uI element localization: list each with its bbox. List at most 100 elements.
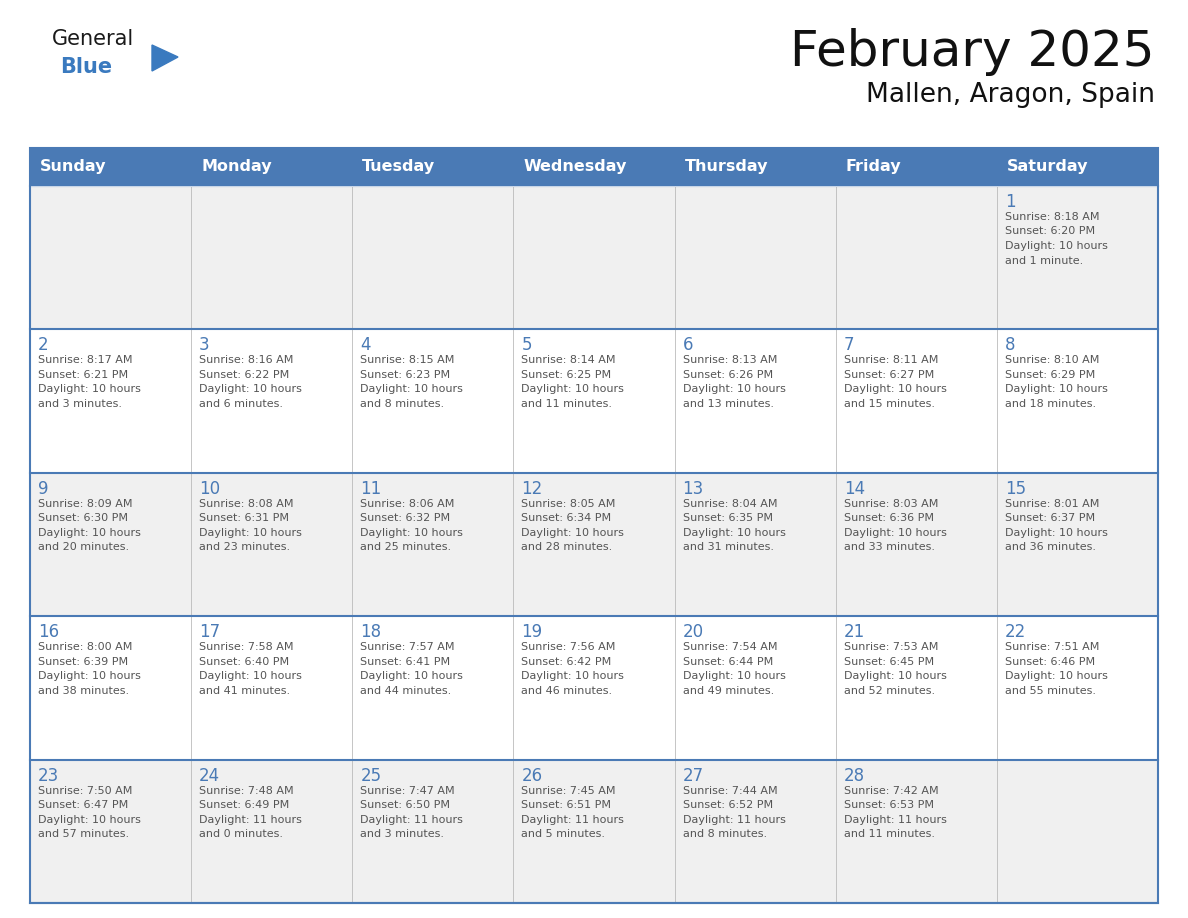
Bar xyxy=(30,148,1158,903)
Text: Sunset: 6:52 PM: Sunset: 6:52 PM xyxy=(683,800,772,810)
Text: 22: 22 xyxy=(1005,623,1026,641)
Text: Sunset: 6:51 PM: Sunset: 6:51 PM xyxy=(522,800,612,810)
Text: and 13 minutes.: and 13 minutes. xyxy=(683,399,773,409)
Text: Daylight: 10 hours: Daylight: 10 hours xyxy=(843,528,947,538)
Text: Sunset: 6:35 PM: Sunset: 6:35 PM xyxy=(683,513,772,523)
Text: 19: 19 xyxy=(522,623,543,641)
Text: Daylight: 10 hours: Daylight: 10 hours xyxy=(38,528,141,538)
Text: and 18 minutes.: and 18 minutes. xyxy=(1005,399,1097,409)
Text: Sunset: 6:21 PM: Sunset: 6:21 PM xyxy=(38,370,128,380)
Text: Sunrise: 7:48 AM: Sunrise: 7:48 AM xyxy=(200,786,293,796)
Text: Sunset: 6:44 PM: Sunset: 6:44 PM xyxy=(683,656,773,666)
Text: Sunset: 6:39 PM: Sunset: 6:39 PM xyxy=(38,656,128,666)
Text: and 8 minutes.: and 8 minutes. xyxy=(683,829,766,839)
Text: Sunrise: 8:01 AM: Sunrise: 8:01 AM xyxy=(1005,498,1099,509)
Text: Sunrise: 7:50 AM: Sunrise: 7:50 AM xyxy=(38,786,132,796)
Text: Sunrise: 8:13 AM: Sunrise: 8:13 AM xyxy=(683,355,777,365)
Text: 8: 8 xyxy=(1005,336,1016,354)
Text: Daylight: 10 hours: Daylight: 10 hours xyxy=(522,528,625,538)
Text: and 20 minutes.: and 20 minutes. xyxy=(38,543,129,553)
Text: Daylight: 11 hours: Daylight: 11 hours xyxy=(683,814,785,824)
Text: Sunset: 6:31 PM: Sunset: 6:31 PM xyxy=(200,513,289,523)
Text: Daylight: 10 hours: Daylight: 10 hours xyxy=(683,385,785,395)
Bar xyxy=(30,148,191,186)
Text: 1: 1 xyxy=(1005,193,1016,211)
Text: Daylight: 11 hours: Daylight: 11 hours xyxy=(360,814,463,824)
Text: Sunset: 6:45 PM: Sunset: 6:45 PM xyxy=(843,656,934,666)
Text: and 23 minutes.: and 23 minutes. xyxy=(200,543,290,553)
Text: Daylight: 10 hours: Daylight: 10 hours xyxy=(1005,671,1107,681)
Text: Sunrise: 8:06 AM: Sunrise: 8:06 AM xyxy=(360,498,455,509)
Text: Daylight: 10 hours: Daylight: 10 hours xyxy=(522,671,625,681)
Text: Sunset: 6:50 PM: Sunset: 6:50 PM xyxy=(360,800,450,810)
Text: Sunset: 6:30 PM: Sunset: 6:30 PM xyxy=(38,513,128,523)
Text: Daylight: 11 hours: Daylight: 11 hours xyxy=(522,814,625,824)
Bar xyxy=(30,473,1158,616)
Text: Sunrise: 8:16 AM: Sunrise: 8:16 AM xyxy=(200,355,293,365)
Text: and 8 minutes.: and 8 minutes. xyxy=(360,399,444,409)
Text: 12: 12 xyxy=(522,480,543,498)
Text: Sunrise: 7:51 AM: Sunrise: 7:51 AM xyxy=(1005,643,1099,652)
Bar xyxy=(30,616,1158,759)
Text: Mallen, Aragon, Spain: Mallen, Aragon, Spain xyxy=(866,82,1155,108)
Text: 2: 2 xyxy=(38,336,49,354)
Text: Daylight: 10 hours: Daylight: 10 hours xyxy=(360,385,463,395)
Text: February 2025: February 2025 xyxy=(790,28,1155,76)
Bar xyxy=(997,148,1158,186)
Bar xyxy=(675,148,835,186)
Text: and 0 minutes.: and 0 minutes. xyxy=(200,829,283,839)
Text: and 36 minutes.: and 36 minutes. xyxy=(1005,543,1095,553)
Text: Sunset: 6:41 PM: Sunset: 6:41 PM xyxy=(360,656,450,666)
Text: Tuesday: Tuesday xyxy=(362,160,436,174)
Bar xyxy=(353,148,513,186)
Text: 28: 28 xyxy=(843,767,865,785)
Text: Sunrise: 7:58 AM: Sunrise: 7:58 AM xyxy=(200,643,293,652)
Text: Blue: Blue xyxy=(61,57,112,77)
Text: Daylight: 10 hours: Daylight: 10 hours xyxy=(200,528,302,538)
Bar xyxy=(30,759,1158,903)
Text: Daylight: 10 hours: Daylight: 10 hours xyxy=(38,671,141,681)
Text: and 33 minutes.: and 33 minutes. xyxy=(843,543,935,553)
Text: Daylight: 10 hours: Daylight: 10 hours xyxy=(200,385,302,395)
Text: 5: 5 xyxy=(522,336,532,354)
Text: Sunrise: 8:03 AM: Sunrise: 8:03 AM xyxy=(843,498,939,509)
Text: Sunrise: 7:42 AM: Sunrise: 7:42 AM xyxy=(843,786,939,796)
Text: Sunset: 6:27 PM: Sunset: 6:27 PM xyxy=(843,370,934,380)
Text: Sunset: 6:46 PM: Sunset: 6:46 PM xyxy=(1005,656,1095,666)
Text: Sunrise: 7:47 AM: Sunrise: 7:47 AM xyxy=(360,786,455,796)
Text: 24: 24 xyxy=(200,767,220,785)
Text: Daylight: 10 hours: Daylight: 10 hours xyxy=(200,671,302,681)
Text: Sunrise: 7:44 AM: Sunrise: 7:44 AM xyxy=(683,786,777,796)
Text: Daylight: 10 hours: Daylight: 10 hours xyxy=(360,528,463,538)
Text: Daylight: 10 hours: Daylight: 10 hours xyxy=(522,385,625,395)
Text: Daylight: 11 hours: Daylight: 11 hours xyxy=(200,814,302,824)
Text: Daylight: 10 hours: Daylight: 10 hours xyxy=(683,528,785,538)
Text: Sunset: 6:20 PM: Sunset: 6:20 PM xyxy=(1005,227,1095,237)
Text: 13: 13 xyxy=(683,480,703,498)
Bar xyxy=(191,148,353,186)
Text: Sunrise: 8:04 AM: Sunrise: 8:04 AM xyxy=(683,498,777,509)
Text: Sunset: 6:37 PM: Sunset: 6:37 PM xyxy=(1005,513,1095,523)
Text: and 3 minutes.: and 3 minutes. xyxy=(360,829,444,839)
Text: and 28 minutes.: and 28 minutes. xyxy=(522,543,613,553)
Text: Thursday: Thursday xyxy=(684,160,769,174)
Text: Sunset: 6:23 PM: Sunset: 6:23 PM xyxy=(360,370,450,380)
Text: Sunrise: 8:08 AM: Sunrise: 8:08 AM xyxy=(200,498,293,509)
Polygon shape xyxy=(152,45,178,71)
Text: and 52 minutes.: and 52 minutes. xyxy=(843,686,935,696)
Text: and 46 minutes.: and 46 minutes. xyxy=(522,686,613,696)
Text: and 25 minutes.: and 25 minutes. xyxy=(360,543,451,553)
Text: Daylight: 10 hours: Daylight: 10 hours xyxy=(1005,241,1107,251)
Text: 23: 23 xyxy=(38,767,59,785)
Text: Sunrise: 8:14 AM: Sunrise: 8:14 AM xyxy=(522,355,615,365)
Text: Saturday: Saturday xyxy=(1007,160,1088,174)
Text: and 31 minutes.: and 31 minutes. xyxy=(683,543,773,553)
Text: Sunset: 6:32 PM: Sunset: 6:32 PM xyxy=(360,513,450,523)
Text: and 55 minutes.: and 55 minutes. xyxy=(1005,686,1095,696)
Text: Sunset: 6:47 PM: Sunset: 6:47 PM xyxy=(38,800,128,810)
Text: and 6 minutes.: and 6 minutes. xyxy=(200,399,283,409)
Text: Sunset: 6:40 PM: Sunset: 6:40 PM xyxy=(200,656,289,666)
Text: 4: 4 xyxy=(360,336,371,354)
Text: Sunrise: 7:54 AM: Sunrise: 7:54 AM xyxy=(683,643,777,652)
Text: and 41 minutes.: and 41 minutes. xyxy=(200,686,290,696)
